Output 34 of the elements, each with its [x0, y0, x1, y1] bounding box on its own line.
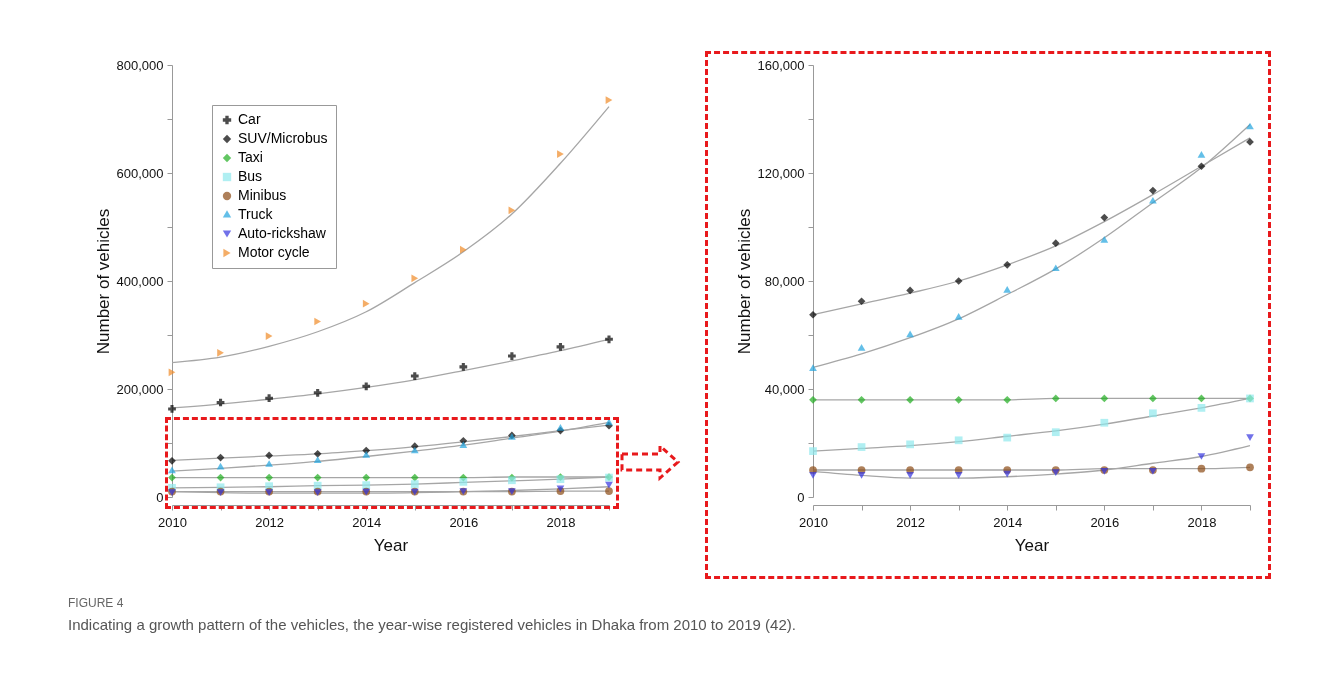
x-tick-label: 2016 [1090, 514, 1120, 530]
legend-label: Car [238, 111, 261, 127]
caption: FIGURE 4 [68, 596, 125, 610]
x-tick-label: 2014 [352, 514, 382, 530]
x-tick-label: 2018 [546, 514, 576, 530]
text: Indicating a growth pattern of the vehicles, the year-wise registered vehicles in Dhaka from 2010 to 2019 (42). [68, 616, 796, 633]
y-tick-label: 400,000 [116, 273, 164, 289]
y-tick-label: 200,000 [116, 381, 164, 397]
y-tick-label: 160,000 [757, 57, 805, 73]
legend-label: Bus [238, 168, 263, 184]
legend-label: Taxi [238, 149, 263, 165]
y-tick-label: 0 [156, 489, 164, 505]
y-tick-label: 80,000 [764, 273, 805, 289]
x-tick-label: 2016 [449, 514, 479, 530]
legend-label: Minibus [238, 187, 287, 203]
y-axis-title: Number of vehicles [734, 208, 754, 355]
y-tick-label: 40,000 [764, 381, 805, 397]
x-tick-label: 2010 [158, 514, 187, 530]
legend-label: Truck [238, 206, 274, 222]
y-tick-label: 600,000 [116, 165, 164, 181]
x-tick-label: 2012 [255, 514, 285, 530]
x-tick-label: 2018 [1187, 514, 1217, 530]
y-axis-title: Number of vehicles [93, 208, 113, 355]
y-tick-label: 800,000 [116, 57, 164, 73]
x-tick-label: 2010 [799, 514, 828, 530]
y-tick-label: 0 [797, 489, 805, 505]
legend-label: Motor cycle [238, 244, 310, 260]
y-tick-label: 120,000 [757, 165, 805, 181]
x-axis-title: Year [373, 535, 409, 555]
x-tick-label: 2012 [896, 514, 926, 530]
legend-label: SUV/Microbus [238, 130, 328, 146]
x-axis-title: Year [1014, 535, 1050, 555]
x-tick-label: 2014 [993, 514, 1023, 530]
legend-label: Auto-rickshaw [238, 225, 327, 241]
